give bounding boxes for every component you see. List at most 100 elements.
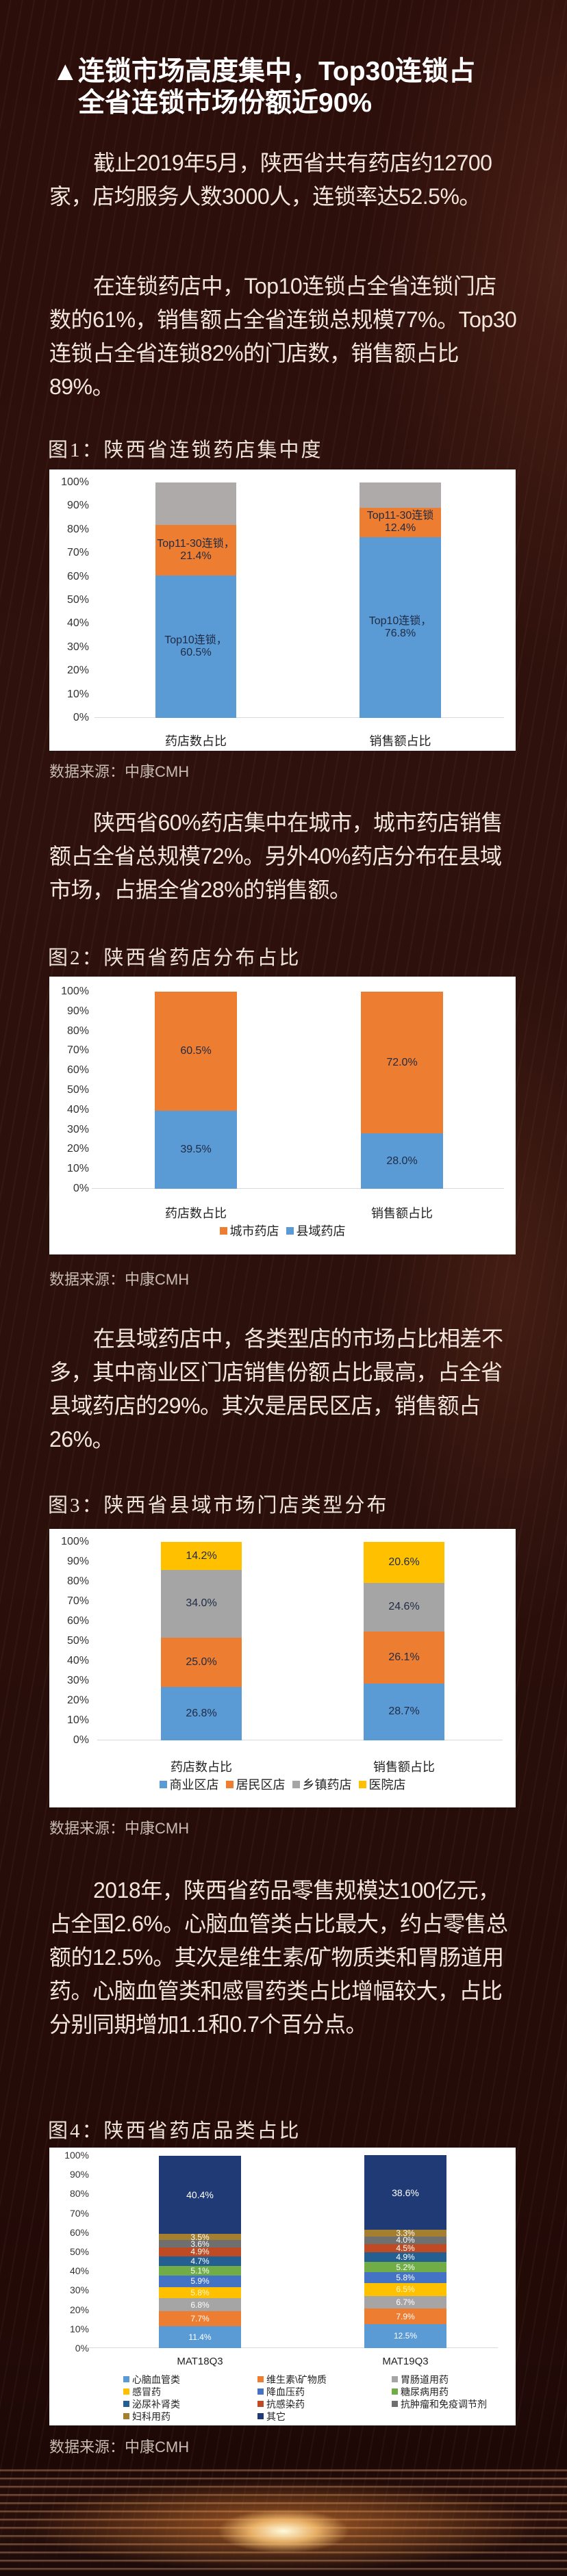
- legend-item: 降血压药: [257, 2386, 392, 2397]
- data-label: 5.1%: [190, 2265, 210, 2276]
- legend-swatch-icon: [123, 2401, 129, 2407]
- category-label: 销售额占比: [369, 734, 431, 748]
- legend-swatch-icon: [392, 2388, 398, 2395]
- category-label: 销售额占比: [371, 1207, 433, 1220]
- legend-label: 城市药店: [229, 1224, 279, 1238]
- x-axis-line: [94, 717, 504, 718]
- y-tick-label: 80%: [66, 523, 89, 535]
- legend-item: 糖尿病用药: [392, 2386, 542, 2397]
- bar-segment: 5.8%: [364, 2271, 446, 2284]
- bar-segment: [155, 482, 236, 526]
- y-tick-label: 90%: [66, 1005, 89, 1017]
- data-label: 26.8%: [186, 1708, 217, 1720]
- y-tick-label: 50%: [69, 2246, 89, 2257]
- y-axis: 100% 90% 80% 70% 60% 50% 40% 30% 20% 10% 0%: [49, 476, 89, 723]
- bar-segment: Top10连锁， 76.8%: [360, 537, 441, 718]
- data-label: 5.9%: [190, 2276, 210, 2287]
- y-tick-label: 0%: [73, 712, 89, 723]
- bar-segment: 12.5%: [364, 2323, 446, 2348]
- y-tick-label: 10%: [66, 1714, 89, 1726]
- y-tick-label: 0%: [73, 1734, 89, 1746]
- bar-segment: 40.4%: [159, 2155, 241, 2234]
- data-label: 12.5%: [393, 2331, 418, 2341]
- bar-segment: 3.3%: [364, 2228, 446, 2238]
- paragraph-store-count: 截止2019年5月，陕西省共有药店约12700家，店均服务人数3000人，连锁率…: [49, 151, 492, 209]
- data-label: 4.0%: [396, 2235, 415, 2245]
- bar-segment: 4.7%: [159, 2256, 241, 2267]
- y-tick-label: 50%: [66, 594, 89, 606]
- y-tick-label: 80%: [66, 1025, 89, 1037]
- legend-swatch-icon: [123, 2388, 129, 2395]
- data-label: 6.7%: [396, 2297, 415, 2308]
- y-tick-label: 60%: [66, 570, 89, 582]
- data-label: 39.5%: [180, 1144, 212, 1156]
- bar-segment: 4.9%: [364, 2252, 446, 2263]
- legend-label: 抗肿瘤和免疫调节剂: [401, 2398, 487, 2410]
- data-label: Top11-30连锁 12.4%: [366, 510, 434, 534]
- data-label: Top10连锁， 76.8%: [368, 615, 432, 639]
- category-label: 销售额占比: [373, 1760, 435, 1774]
- chart-legend: 心脑血管类 维生素\矿物质 胃肠道用药 感冒药 降血压药 糖尿病用药 泌尿补肾类 抗感染药 抗肿…: [123, 2373, 542, 2422]
- bar-segment: 4.5%: [364, 2243, 446, 2253]
- bar-segment: 20.6%: [364, 1542, 444, 1583]
- y-tick-label: 60%: [69, 2226, 89, 2238]
- paragraph-city-county: 陕西省60%药店集中在城市，城市药店销售额占全省总规模72%。另外40%药店分布…: [49, 810, 503, 902]
- data-label: 26.1%: [388, 1651, 420, 1663]
- plot-area: 26.8% 25.0% 34.0% 14.2% 28.7% 26.1% 24.6% 20.6%: [97, 1542, 503, 1740]
- data-label: 25.0%: [186, 1656, 217, 1669]
- data-label: 4.7%: [190, 2256, 210, 2267]
- y-tick-label: 10%: [69, 2323, 89, 2334]
- y-tick-label: 20%: [66, 1695, 89, 1706]
- figure-1-source: 数据来源：中康CMH: [49, 763, 190, 780]
- data-label: 14.2%: [186, 1549, 217, 1562]
- legend-swatch-icon: [257, 2376, 264, 2382]
- y-tick-label: 20%: [66, 665, 89, 677]
- data-label: 60.5%: [180, 1045, 212, 1057]
- y-tick-label: 100%: [61, 986, 89, 997]
- legend-label: 抗感染药: [266, 2398, 305, 2410]
- y-tick-label: 50%: [66, 1635, 89, 1647]
- y-tick-label: 100%: [61, 476, 89, 488]
- legend-swatch-icon: [257, 2388, 264, 2395]
- y-tick-label: 90%: [69, 2169, 89, 2180]
- legend-item: 医院店: [358, 1775, 406, 1793]
- y-tick-label: 10%: [66, 1163, 89, 1175]
- bar-segment: 5.2%: [364, 2262, 446, 2272]
- bar-segment: 4.0%: [364, 2235, 446, 2245]
- bar-segment: 72.0%: [361, 992, 443, 1134]
- bar-segment: Top10连锁， 60.5%: [155, 575, 236, 718]
- legend-label: 居民区店: [236, 1778, 286, 1792]
- x-axis-line: [87, 2347, 498, 2348]
- legend-item: 商业区店: [159, 1775, 219, 1793]
- y-tick-label: 30%: [66, 641, 89, 653]
- legend-label: 胃肠道用药: [401, 2373, 449, 2385]
- y-tick-label: 70%: [66, 547, 89, 559]
- bar-segment: 7.9%: [364, 2308, 446, 2324]
- chart-legend: 商业区店 居民区店 乡镇药店 医院店: [49, 1775, 516, 1793]
- stacked-bar: 28.0% 72.0%: [361, 992, 443, 1189]
- y-tick-label: 80%: [69, 2188, 89, 2200]
- section-heading: ▲连锁市场高度集中，Top30连锁占 全省连锁市场份额近90%: [52, 56, 531, 119]
- legend-label: 商业区店: [169, 1778, 219, 1792]
- bar-segment: 26.1%: [364, 1632, 444, 1684]
- y-tick-label: 30%: [66, 1123, 89, 1135]
- legend-item: 泌尿补肾类: [123, 2398, 257, 2410]
- paragraph-retail-categories: 2018年，陕西省药品零售规模达100亿元，占全国2.6%。心脑血管类占比最大，…: [49, 1878, 508, 2037]
- bar-segment: 34.0%: [161, 1570, 242, 1638]
- y-tick-label: 0%: [75, 2343, 89, 2354]
- data-label: 5.8%: [190, 2287, 210, 2297]
- legend-label: 感冒药: [132, 2386, 161, 2397]
- bar-segment: 14.2%: [161, 1542, 242, 1571]
- figure-1-title: 图1：陕西省连锁药店集中度: [48, 439, 323, 461]
- legend-swatch-icon: [123, 2413, 129, 2419]
- legend-label: 医院店: [368, 1778, 406, 1792]
- stacked-bar: 28.7% 26.1% 24.6% 20.6%: [364, 1542, 444, 1740]
- y-tick-label: 70%: [69, 2207, 89, 2219]
- data-label: 40.4%: [186, 2189, 214, 2200]
- legend-label: 泌尿补肾类: [132, 2398, 180, 2410]
- y-tick-label: 40%: [66, 1655, 89, 1666]
- bar-segment: 24.6%: [364, 1582, 444, 1632]
- data-label: 4.9%: [396, 2252, 415, 2263]
- data-label: 3.3%: [396, 2228, 415, 2238]
- y-tick-label: 90%: [66, 500, 89, 512]
